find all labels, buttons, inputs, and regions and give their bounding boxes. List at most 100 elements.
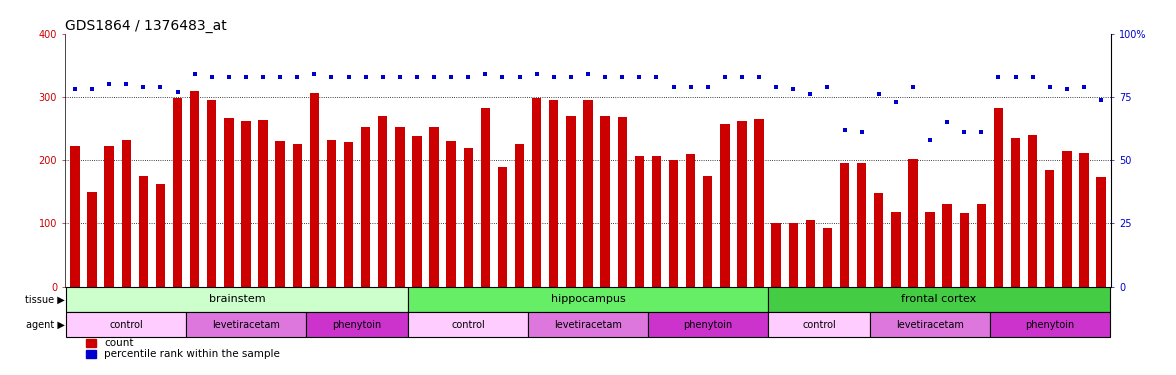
- Bar: [635, 156, 644, 286]
- Point: [510, 74, 529, 80]
- Point: [887, 99, 906, 105]
- Bar: [408, 286, 768, 312]
- Point: [220, 74, 239, 80]
- Bar: [173, 98, 182, 286]
- Bar: [1096, 177, 1105, 286]
- Point: [66, 86, 85, 92]
- Bar: [413, 136, 422, 286]
- Bar: [768, 312, 870, 337]
- Bar: [994, 108, 1003, 286]
- Point: [579, 71, 597, 77]
- Text: phenytoin: phenytoin: [683, 320, 733, 330]
- Bar: [86, 339, 96, 348]
- Bar: [207, 100, 216, 286]
- Bar: [327, 140, 336, 286]
- Bar: [481, 108, 490, 286]
- Bar: [891, 212, 901, 286]
- Bar: [306, 312, 408, 337]
- Bar: [105, 146, 114, 286]
- Bar: [463, 147, 473, 286]
- Bar: [926, 212, 935, 286]
- Bar: [87, 192, 96, 286]
- Bar: [66, 312, 186, 337]
- Point: [664, 84, 683, 90]
- Point: [305, 71, 323, 77]
- Text: GDS1864 / 1376483_at: GDS1864 / 1376483_at: [65, 19, 227, 33]
- Text: brainstem: brainstem: [209, 294, 266, 304]
- Point: [903, 84, 922, 90]
- Text: tissue ▶: tissue ▶: [25, 294, 65, 304]
- Text: levetiracetam: levetiracetam: [554, 320, 622, 330]
- Bar: [976, 204, 985, 286]
- Bar: [874, 193, 883, 286]
- Bar: [617, 117, 627, 286]
- Point: [186, 71, 205, 77]
- Bar: [361, 128, 370, 286]
- Bar: [343, 142, 353, 286]
- Point: [373, 74, 392, 80]
- Bar: [408, 312, 528, 337]
- Bar: [823, 228, 833, 286]
- Point: [853, 129, 871, 135]
- Point: [681, 84, 700, 90]
- Bar: [652, 156, 661, 286]
- Point: [937, 119, 956, 125]
- Text: control: control: [452, 320, 486, 330]
- Point: [715, 74, 734, 80]
- Bar: [259, 120, 268, 286]
- Bar: [309, 93, 319, 286]
- Bar: [686, 154, 695, 286]
- Bar: [1045, 170, 1055, 286]
- Bar: [771, 224, 781, 286]
- Point: [971, 129, 990, 135]
- Text: control: control: [802, 320, 836, 330]
- Bar: [549, 100, 559, 286]
- Text: hippocampus: hippocampus: [550, 294, 626, 304]
- Point: [630, 74, 649, 80]
- Point: [100, 81, 119, 87]
- Text: count: count: [105, 338, 134, 348]
- Point: [596, 74, 615, 80]
- Bar: [447, 141, 456, 286]
- Bar: [1062, 151, 1071, 286]
- Point: [168, 89, 187, 95]
- Point: [322, 74, 341, 80]
- Bar: [528, 312, 648, 337]
- Text: phenytoin: phenytoin: [333, 320, 382, 330]
- Text: percentile rank within the sample: percentile rank within the sample: [105, 349, 280, 359]
- Point: [784, 86, 803, 92]
- Point: [818, 84, 837, 90]
- Bar: [532, 98, 541, 286]
- Point: [151, 84, 169, 90]
- Bar: [1080, 153, 1089, 286]
- Point: [134, 84, 153, 90]
- Point: [527, 71, 546, 77]
- Bar: [191, 91, 200, 286]
- Bar: [857, 164, 867, 286]
- Bar: [121, 140, 131, 286]
- Point: [1041, 84, 1060, 90]
- Point: [1007, 74, 1025, 80]
- Text: frontal cortex: frontal cortex: [901, 294, 976, 304]
- Bar: [720, 123, 729, 286]
- Point: [561, 74, 580, 80]
- Point: [801, 92, 820, 98]
- Point: [476, 71, 495, 77]
- Bar: [806, 220, 815, 286]
- Point: [339, 74, 358, 80]
- Bar: [840, 164, 849, 286]
- Text: phenytoin: phenytoin: [1025, 320, 1075, 330]
- Text: levetiracetam: levetiracetam: [212, 320, 280, 330]
- Bar: [768, 286, 1110, 312]
- Bar: [754, 119, 763, 286]
- Point: [425, 74, 443, 80]
- Bar: [66, 286, 408, 312]
- Point: [647, 74, 666, 80]
- Bar: [225, 118, 234, 286]
- Bar: [583, 100, 593, 286]
- Point: [699, 84, 717, 90]
- Text: control: control: [109, 320, 143, 330]
- Bar: [942, 204, 951, 286]
- Point: [1023, 74, 1042, 80]
- Point: [236, 74, 255, 80]
